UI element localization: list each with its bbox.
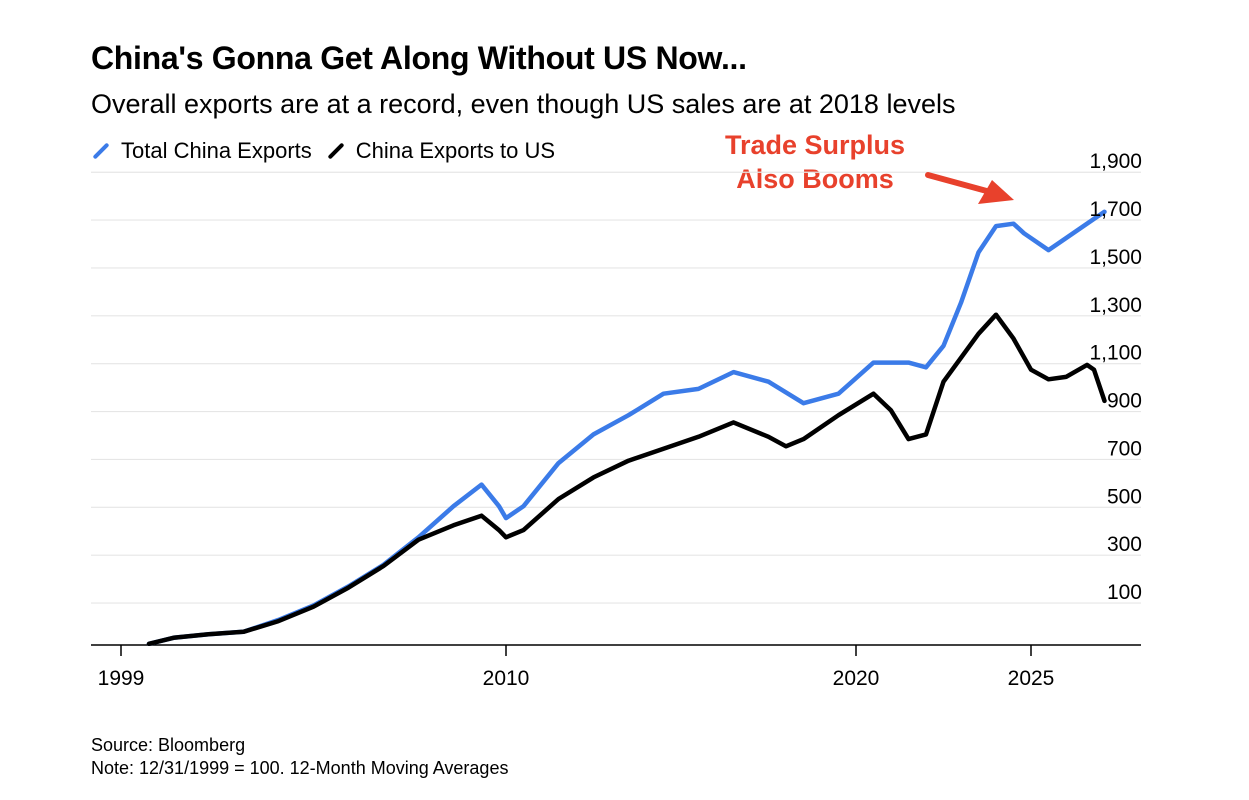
y-tick-label: 1,300 — [1089, 294, 1142, 317]
chart-legend: Total China Exports China Exports to US — [91, 138, 569, 164]
y-tick-label: 900 — [1107, 390, 1142, 413]
x-tick-label: 2010 — [483, 667, 530, 690]
y-tick-label: 100 — [1107, 581, 1142, 604]
y-tick-label: 700 — [1107, 437, 1142, 460]
y-tick-label: 500 — [1107, 485, 1142, 508]
trade-surplus-annotation: Trade Surplus Also Booms — [700, 128, 930, 196]
y-tick-label: 1,900 — [1089, 150, 1142, 173]
legend-item-us-exports: China Exports to US — [326, 138, 555, 164]
y-tick-label: 1,500 — [1089, 246, 1142, 269]
series-line-us-exports — [146, 312, 1107, 647]
methodology-note: Note: 12/31/1999 = 100. 12-Month Moving … — [91, 758, 509, 778]
line-chart: 100 300 500 700 900 1,100 1,300 1,500 1,700 1,900… — [91, 150, 1142, 690]
chart-subtitle: Overall exports are at a record, even th… — [91, 89, 956, 119]
x-tick-label: 1999 — [98, 667, 145, 690]
x-tick-label: 2025 — [1008, 667, 1055, 690]
y-tick-label: 300 — [1107, 533, 1142, 556]
chart-footer: Source: Bloomberg Note: 12/31/1999 = 100… — [91, 734, 508, 780]
annotation-arrowhead — [978, 180, 1014, 204]
legend-label-us-exports: China Exports to US — [355, 138, 556, 163]
y-tick-label: 1,700 — [1089, 198, 1142, 221]
legend-item-total-exports: Total China Exports — [91, 138, 312, 164]
annotation-line-2: Also Booms — [736, 164, 894, 194]
series-line-total-exports — [146, 209, 1107, 647]
legend-label-total-exports: Total China Exports — [121, 138, 312, 163]
x-tick-label: 2020 — [833, 667, 880, 690]
y-tick-label: 1,100 — [1089, 342, 1142, 365]
annotation-line-1: Trade Surplus — [724, 130, 906, 160]
chart-title: China's Gonna Get Along Without US Now..… — [91, 40, 747, 76]
source-note: Source: Bloomberg — [91, 735, 246, 755]
